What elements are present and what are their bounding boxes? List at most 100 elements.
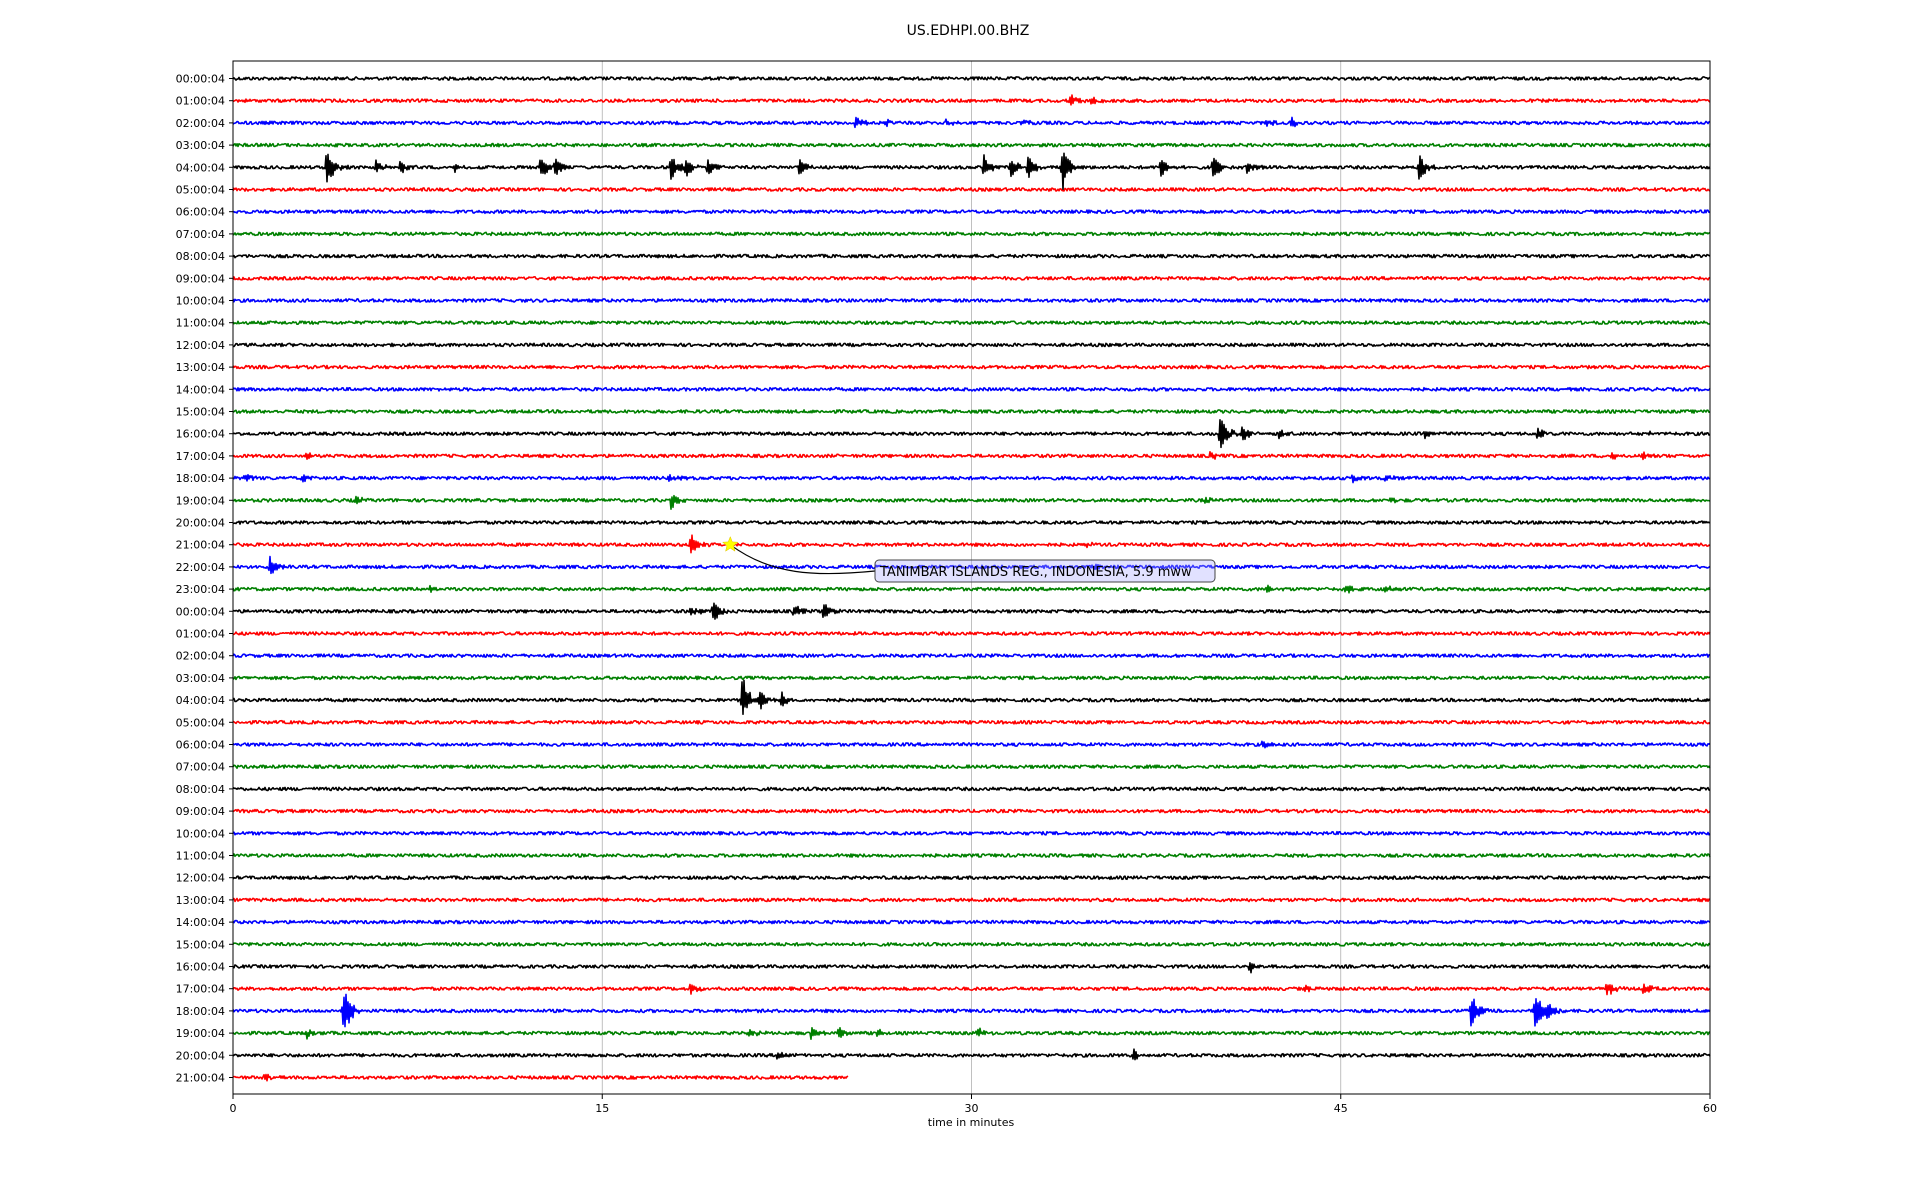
row-time-label: 07:00:04 [176,228,225,241]
trace-row [232,474,1711,484]
trace-row [232,679,1711,716]
row-time-label: 09:00:04 [176,805,225,818]
x-tick-label: 45 [1334,1102,1348,1115]
row-time-label: 08:00:04 [176,250,225,263]
trace-row [232,494,1711,510]
x-tick-label: 15 [595,1102,609,1115]
row-time-label: 22:00:04 [176,561,225,574]
row-time-label: 16:00:04 [176,428,225,441]
row-time-label: 01:00:04 [176,95,225,108]
event-annotation: TANIMBAR ISLANDS REG., INDONESIA, 5.9 mw… [721,536,1216,583]
row-time-label: 05:00:04 [176,716,225,729]
trace-row [232,320,1711,326]
x-tick-label: 30 [965,1102,979,1115]
trace-row [232,450,1711,461]
trace-row [232,419,1711,449]
trace-row [232,1073,849,1082]
row-time-label: 04:00:04 [176,694,225,707]
row-time-label: 04:00:04 [176,161,225,174]
x-tick-label: 0 [230,1102,237,1115]
trace-row [232,409,1711,414]
trace-row [232,342,1711,348]
row-time-label: 20:00:04 [176,1049,225,1062]
trace-row [232,875,1711,881]
trace-row [232,386,1711,392]
row-time-label: 10:00:04 [176,295,225,308]
row-time-label: 06:00:04 [176,739,225,752]
trace-row [232,253,1711,259]
row-time-label: 13:00:04 [176,894,225,907]
trace-row [232,808,1711,814]
row-time-labels: 00:00:04 01:00:04 02:00:04 03:00:04 04:00:04… [176,73,233,1085]
row-time-label: 08:00:04 [176,783,225,796]
trace-row [232,1026,1711,1041]
row-time-label: 11:00:04 [176,317,225,330]
trace-row [232,94,1711,106]
row-time-label: 00:00:04 [176,605,225,618]
row-time-label: 17:00:04 [176,450,225,463]
trace-row [232,740,1711,749]
row-time-label: 02:00:04 [176,650,225,663]
trace-row [232,275,1711,281]
event-star-marker [721,536,739,552]
row-time-label: 14:00:04 [176,916,225,929]
trace-row [232,631,1711,636]
trace-row [232,520,1711,525]
trace-row [232,962,1711,974]
trace-row [232,364,1711,370]
row-time-label: 15:00:04 [176,406,225,419]
annotation-text: TANIMBAR ISLANDS REG., INDONESIA, 5.9 mw… [879,565,1192,580]
trace-row [232,941,1711,947]
trace-row [232,534,1711,554]
trace-row [232,602,1711,620]
trace-row [232,76,1711,81]
row-time-label: 13:00:04 [176,361,225,374]
row-time-label: 21:00:04 [176,539,225,552]
row-time-label: 20:00:04 [176,517,225,530]
trace-row [232,152,1711,192]
x-tick-label: 60 [1703,1102,1717,1115]
trace-row [232,919,1711,925]
trace-row [232,719,1711,725]
trace-row [232,830,1711,836]
trace-row [232,555,1711,575]
trace-row [232,983,1711,996]
row-time-label: 17:00:04 [176,983,225,996]
row-time-label: 16:00:04 [176,961,225,974]
chart-title: US.EDHPI.00.BHZ [907,23,1030,39]
row-time-label: 12:00:04 [176,872,225,885]
trace-row [232,142,1711,148]
trace-row [232,653,1711,659]
annotation-connector [729,544,876,575]
seismic-traces [232,76,1711,1082]
row-time-label: 18:00:04 [176,472,225,485]
row-time-label: 07:00:04 [176,761,225,774]
row-time-label: 11:00:04 [176,850,225,863]
row-time-label: 05:00:04 [176,184,225,197]
trace-row [232,187,1711,192]
trace-row [232,1048,1711,1061]
trace-row [232,298,1711,303]
row-time-label: 19:00:04 [176,494,225,507]
row-time-label: 06:00:04 [176,206,225,219]
row-time-label: 10:00:04 [176,827,225,840]
row-time-label: 02:00:04 [176,117,225,130]
trace-row [232,231,1711,237]
trace-row [232,993,1711,1028]
row-time-label: 23:00:04 [176,583,225,596]
trace-row [232,897,1711,903]
trace-row [232,209,1711,215]
row-time-label: 14:00:04 [176,383,225,396]
trace-row [232,116,1711,129]
x-axis-ticks: 0 15 30 45 60 [230,1094,1717,1115]
trace-row [232,675,1711,681]
row-time-label: 03:00:04 [176,672,225,685]
row-time-label: 01:00:04 [176,628,225,641]
row-time-label: 12:00:04 [176,339,225,352]
annotation-box [874,559,1216,583]
trace-row [232,853,1711,858]
x-axis-label: time in minutes [928,1116,1015,1129]
row-time-label: 09:00:04 [176,272,225,285]
row-time-label: 03:00:04 [176,139,225,152]
trace-row [232,584,1711,594]
